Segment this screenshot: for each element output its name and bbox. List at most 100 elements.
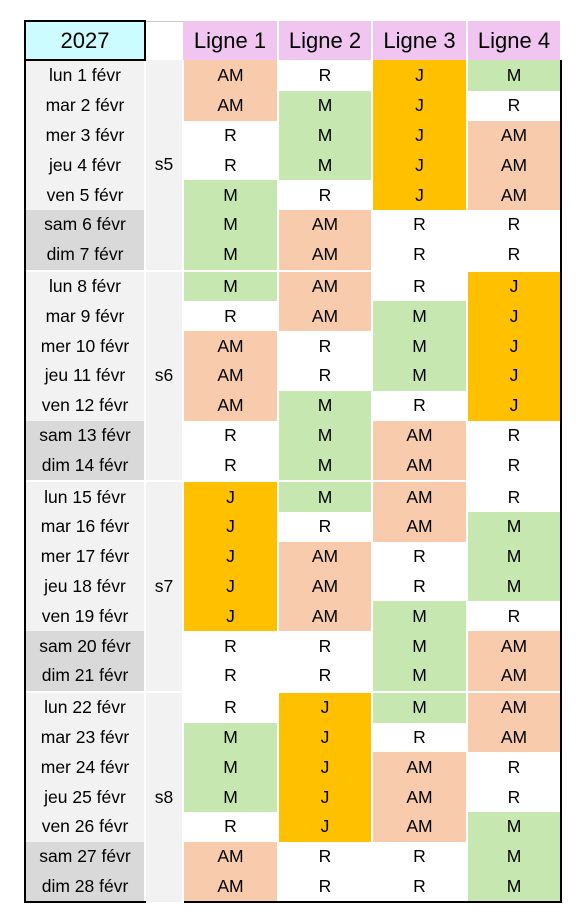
shift-cell-line-1: J — [183, 511, 279, 542]
week-label: s6 — [145, 269, 184, 482]
shift-cell-line-3: M — [372, 601, 468, 632]
shift-cell-line-4: AM — [467, 690, 562, 723]
shift-cell-line-4: R — [467, 782, 562, 812]
date-cell: mar 23 févr — [24, 722, 146, 753]
shift-cell-line-3: M — [372, 690, 468, 723]
shift-cell-line-2: J — [278, 690, 373, 723]
shift-cell-line-2: AM — [278, 239, 373, 271]
date-cell: jeu 18 févr — [24, 571, 146, 602]
shift-cell-line-2: J — [278, 722, 373, 753]
shift-cell-line-2: R — [278, 841, 373, 872]
day-row: sam 20 févr R R M AM — [24, 631, 562, 661]
shift-cell-line-4: J — [467, 390, 562, 421]
day-row: lun 15 févr s7 J M AM R — [24, 480, 562, 692]
shift-cell-line-1: AM — [183, 841, 279, 872]
shift-cell-line-2: J — [278, 811, 373, 842]
shift-cell-line-3: M — [372, 360, 468, 391]
week-label: s8 — [145, 690, 184, 903]
shift-cell-line-3: R — [372, 239, 468, 271]
shift-cell-line-4: R — [467, 480, 562, 512]
shift-cell-line-3: AM — [372, 782, 468, 812]
shift-cell-line-3: R — [372, 541, 468, 572]
shift-cell-line-4: J — [467, 301, 562, 332]
shift-cell-line-4: AM — [467, 120, 562, 151]
shift-cell-line-2: M — [278, 420, 373, 451]
day-row: mar 16 févr J R AM M — [24, 511, 562, 542]
date-cell: mar 2 févr — [24, 90, 146, 121]
day-row: mar 9 févr R AM M J — [24, 301, 562, 332]
shift-cell-line-3: R — [372, 722, 468, 753]
shift-cell-line-2: R — [278, 660, 373, 692]
shift-cell-line-4: M — [467, 811, 562, 842]
date-cell: ven 12 févr — [24, 390, 146, 421]
shift-cell-line-3: R — [372, 390, 468, 421]
week-header-blank — [145, 20, 183, 60]
schedule-body: 2027 Ligne 1 Ligne 2 Ligne 3 Ligne 4 lun… — [24, 20, 562, 904]
shift-cell-line-4: R — [467, 420, 562, 451]
shift-cell-line-3: AM — [372, 420, 468, 451]
shift-cell-line-2: AM — [278, 301, 373, 332]
line-1-header: Ligne 1 — [183, 21, 279, 60]
shift-cell-line-4: M — [467, 871, 562, 904]
shift-cell-line-2: R — [278, 60, 373, 91]
shift-cell-line-4: AM — [467, 180, 562, 210]
shift-cell-line-1: R — [183, 450, 279, 482]
shift-cell-line-4: R — [467, 239, 562, 271]
shift-cell-line-4: R — [467, 90, 562, 121]
shift-cell-line-1: M — [183, 752, 279, 783]
shift-cell-line-4: J — [467, 269, 562, 302]
day-row: mer 24 févr M J AM R — [24, 752, 562, 783]
day-row: sam 6 févr M AM R R — [24, 209, 562, 240]
date-cell: dim 7 févr — [24, 239, 146, 271]
date-cell: sam 13 févr — [24, 420, 146, 451]
day-row: dim 21 févr R R M AM — [24, 660, 562, 692]
shift-cell-line-1: J — [183, 601, 279, 632]
day-row: mer 17 févr J AM R M — [24, 541, 562, 572]
shift-cell-line-2: R — [278, 511, 373, 542]
shift-cell-line-2: J — [278, 782, 373, 812]
shift-cell-line-2: AM — [278, 541, 373, 572]
shift-cell-line-2: R — [278, 871, 373, 904]
shift-cell-line-2: AM — [278, 269, 373, 302]
shift-cell-line-3: AM — [372, 511, 468, 542]
date-cell: jeu 25 févr — [24, 782, 146, 812]
shift-cell-line-4: M — [467, 571, 562, 602]
shift-cell-line-3: AM — [372, 752, 468, 783]
date-cell: lun 1 févr — [24, 60, 146, 91]
shift-cell-line-2: M — [278, 450, 373, 482]
shift-cell-line-3: AM — [372, 480, 468, 512]
shift-cell-line-2: M — [278, 480, 373, 512]
day-row: lun 22 févr s8 R J M AM — [24, 690, 562, 903]
date-cell: dim 14 févr — [24, 450, 146, 482]
shift-cell-line-2: M — [278, 390, 373, 421]
shift-cell-line-3: J — [372, 150, 468, 181]
shift-cell-line-3: J — [372, 180, 468, 210]
shift-cell-line-1: R — [183, 301, 279, 332]
shift-cell-line-4: AM — [467, 150, 562, 181]
day-row: mer 3 févr R M J AM — [24, 120, 562, 151]
day-row: lun 1 févr s5 AM R J M — [24, 60, 562, 271]
shift-cell-line-4: M — [467, 511, 562, 542]
shift-cell-line-1: R — [183, 811, 279, 842]
shift-cell-line-1: M — [183, 209, 279, 240]
shift-cell-line-1: R — [183, 631, 279, 661]
year-cell: 2027 — [24, 20, 146, 61]
week-label: s7 — [145, 480, 184, 692]
shift-cell-line-1: R — [183, 660, 279, 692]
shift-cell-line-1: J — [183, 571, 279, 602]
shift-cell-line-3: J — [372, 120, 468, 151]
line-2-header: Ligne 2 — [278, 21, 373, 60]
day-row: jeu 11 févr AM R M J — [24, 360, 562, 391]
shift-cell-line-3: M — [372, 631, 468, 661]
shift-cell-line-1: J — [183, 480, 279, 512]
shift-cell-line-3: M — [372, 331, 468, 361]
shift-cell-line-1: R — [183, 150, 279, 181]
shift-cell-line-4: R — [467, 601, 562, 632]
day-row: jeu 4 févr R M J AM — [24, 150, 562, 181]
date-cell: mer 3 févr — [24, 120, 146, 151]
shift-cell-line-3: J — [372, 90, 468, 121]
shift-cell-line-2: AM — [278, 209, 373, 240]
shift-cell-line-1: R — [183, 420, 279, 451]
date-cell: mar 9 févr — [24, 301, 146, 332]
date-cell: ven 26 févr — [24, 811, 146, 842]
